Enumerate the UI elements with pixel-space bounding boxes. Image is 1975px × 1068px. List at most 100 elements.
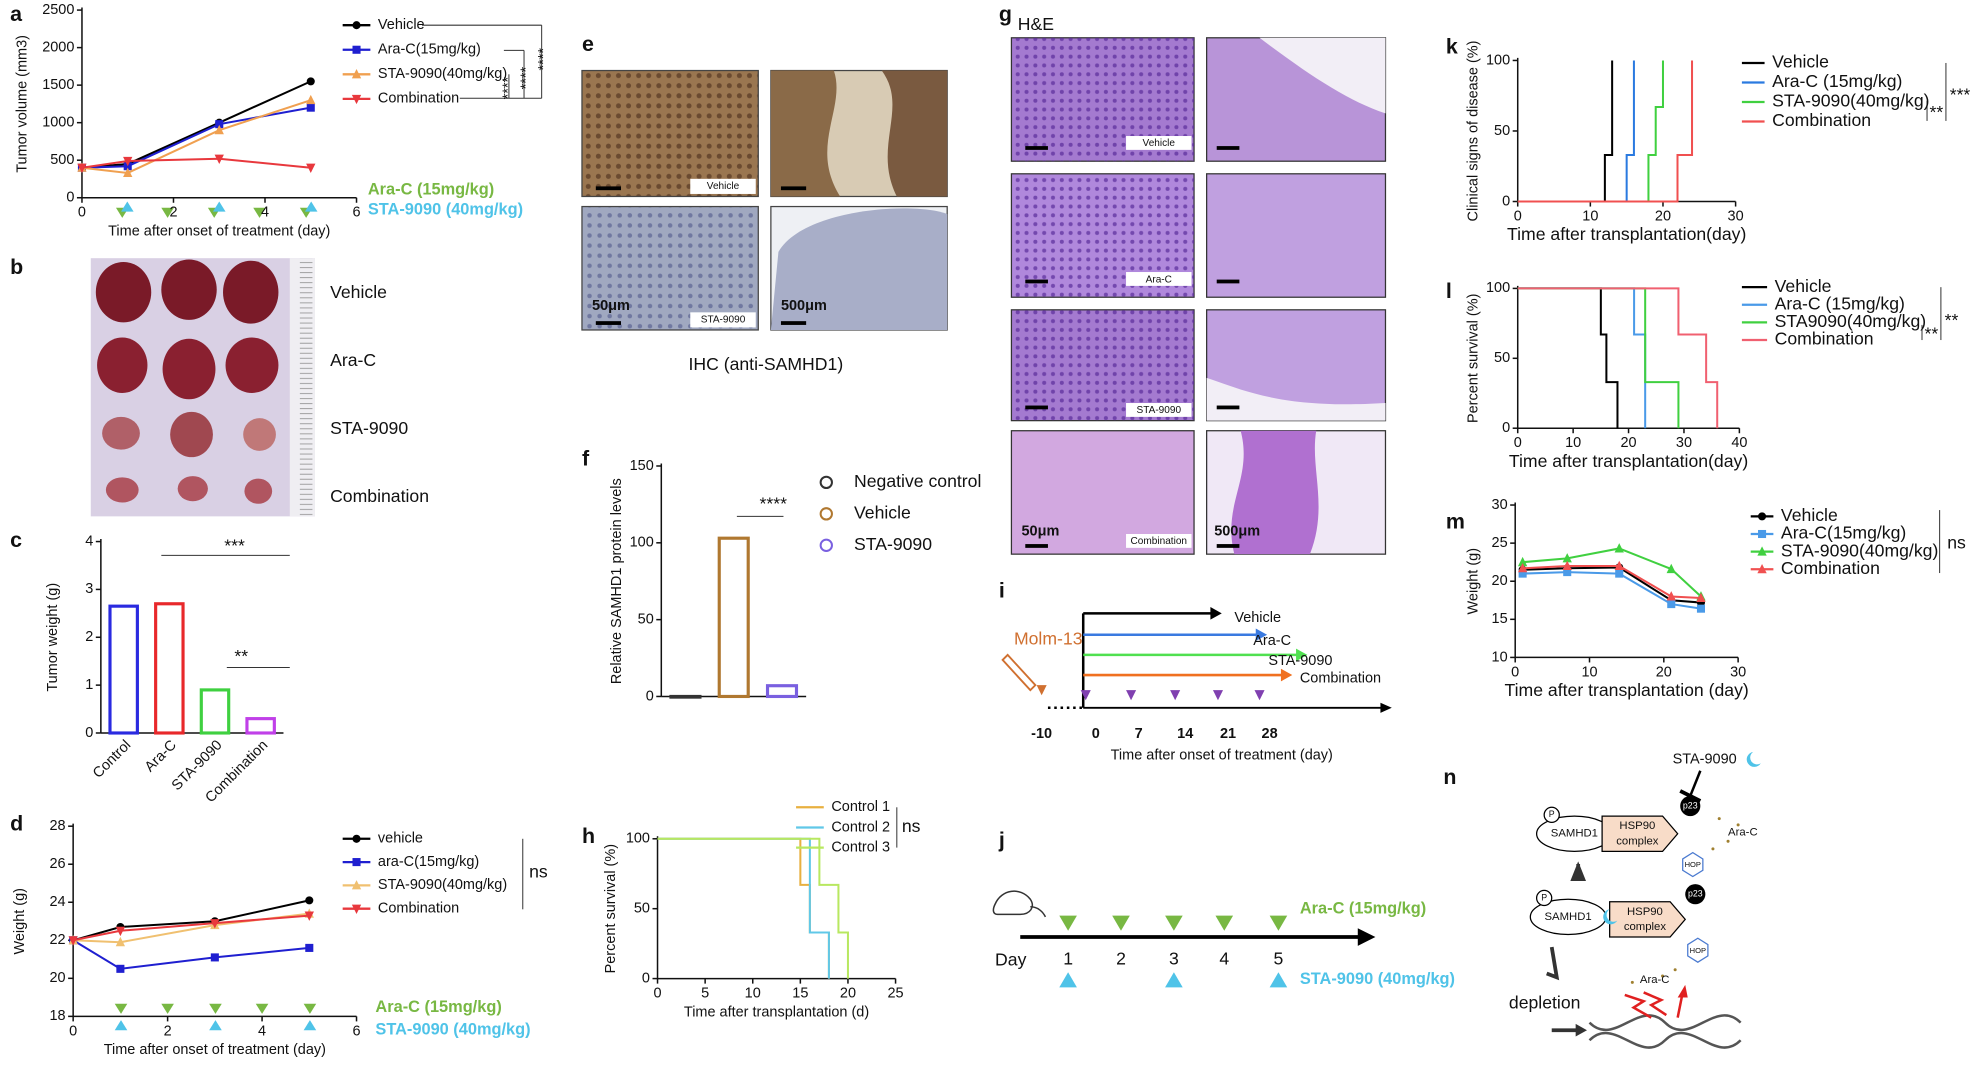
legend-label: STA9090(40mg/kg) [1775, 311, 1927, 331]
days: 1 2 3 4 5 [1063, 948, 1283, 968]
tumor [102, 416, 140, 450]
legend-label: Negative control [854, 471, 981, 491]
x-axis-label: Time after onset of treatment (day) [104, 1042, 326, 1058]
damage [1624, 991, 1668, 1019]
tick-label: 7 [1135, 726, 1143, 742]
panel-label: k [1446, 35, 1458, 59]
legend-label: Combination [378, 91, 459, 107]
marker [1563, 568, 1572, 577]
annotation: Ara-C (15mg/kg) [375, 998, 501, 1016]
x-tick-label: 6 [353, 1023, 361, 1039]
legend-label: STA-9090(40mg/kg) [378, 877, 507, 893]
x-tick-label: 0 [1514, 435, 1522, 451]
dose [1126, 690, 1137, 701]
marker [215, 120, 224, 129]
legend-label: STA-9090(40mg/kg) [378, 66, 507, 82]
legend-marker [819, 475, 833, 490]
he-image [1206, 173, 1387, 298]
marker [214, 154, 224, 164]
legend-label: Control 2 [831, 819, 890, 835]
x-tick-label: 20 [1655, 208, 1671, 224]
legend-marker [351, 880, 362, 890]
dose [1269, 915, 1288, 931]
scale-label: 50μm [592, 298, 630, 314]
tag: Vehicle [707, 181, 740, 192]
marker [306, 94, 316, 105]
ihc-image [581, 69, 759, 198]
x-tick-label: 0 [1514, 208, 1522, 224]
tumor [105, 477, 139, 503]
tick-label: 0 [1092, 726, 1100, 742]
dose [1112, 915, 1130, 931]
annotation: ** [1930, 102, 1944, 122]
annotation: STA-9090 (40mg/kg) [368, 201, 523, 219]
scale-bar [1216, 279, 1240, 284]
y-tick-label: 25 [1492, 535, 1508, 551]
dose [303, 1003, 317, 1014]
legend-marker [1758, 529, 1767, 539]
y-tick-label: 1000 [42, 114, 74, 130]
marker [306, 163, 316, 173]
tag-box [1126, 136, 1192, 150]
scale-bar [1025, 544, 1048, 548]
y-axis-label: Relative SAMHD1 protein levels [609, 478, 625, 684]
panel-label: f [582, 446, 590, 470]
arrowhead [1380, 702, 1392, 713]
x-tick-label: 2 [164, 1023, 172, 1039]
annotation: ns [529, 861, 548, 881]
panel-b: b Vehicle Ara-C STA-9090 Combination [10, 255, 429, 517]
legend-marker [819, 538, 833, 553]
x-tick-label: 4 [261, 205, 269, 221]
group-label: Combination [330, 486, 429, 506]
tag-box [690, 178, 756, 194]
y-axis-label: Tumor volume (mm3) [15, 35, 31, 173]
x-tick-label: 10 [745, 986, 761, 1002]
scale-label: 500μm [781, 298, 827, 314]
p23 [1680, 795, 1701, 817]
marker [1666, 591, 1676, 601]
hop-label: HOP [1685, 860, 1701, 869]
dose [1212, 690, 1224, 701]
panel-label: j [998, 828, 1005, 852]
day: 3 [1169, 948, 1179, 968]
series-line [81, 80, 312, 169]
legend-label: Combination [1775, 329, 1874, 349]
cell-line: Molm-13 [1014, 628, 1083, 648]
legend-marker [1757, 563, 1767, 574]
he-bg [1259, 37, 1386, 114]
dose [1269, 972, 1288, 988]
x-tick-label: 10 [1582, 208, 1598, 224]
tick-label: 28 [1262, 726, 1278, 742]
marker [304, 911, 314, 921]
marker [1562, 560, 1572, 571]
y-tick-label: 150 [630, 458, 654, 474]
marker [305, 896, 314, 905]
legend-label: Vehicle [854, 503, 911, 523]
x-axis-label: Time after transplantation (d) [684, 1004, 869, 1020]
annotation: **** [536, 48, 552, 71]
arrow [1546, 946, 1560, 981]
hsp90 [1609, 901, 1687, 938]
series-line [81, 157, 311, 169]
panel-e: e Vehicle STA-9090 50μm 500μm IHC (anti-… [581, 32, 948, 374]
scale-bar [1216, 405, 1240, 410]
marker [1518, 569, 1527, 578]
tag-box [1126, 403, 1192, 417]
p23 [1685, 884, 1706, 905]
legend-label: Combination [1772, 110, 1871, 130]
y-tick-label: 100 [626, 831, 650, 847]
y-tick-label: 50 [1494, 350, 1510, 366]
tick-label: 21 [1220, 726, 1236, 742]
panel-label: b [10, 255, 23, 279]
y-tick-label: 1500 [42, 77, 74, 93]
marker [68, 936, 78, 946]
legend-label: Control 3 [831, 839, 890, 855]
bar [669, 694, 702, 699]
dose [1059, 972, 1077, 988]
he-images [1010, 37, 1387, 555]
x-tick-label: 25 [888, 986, 904, 1002]
panel-label: d [10, 812, 23, 836]
legend-label: STA-9090(40mg/kg) [1772, 91, 1929, 111]
x-tick-label: 0 [69, 1023, 77, 1039]
y-tick-label: 0 [1502, 420, 1510, 436]
